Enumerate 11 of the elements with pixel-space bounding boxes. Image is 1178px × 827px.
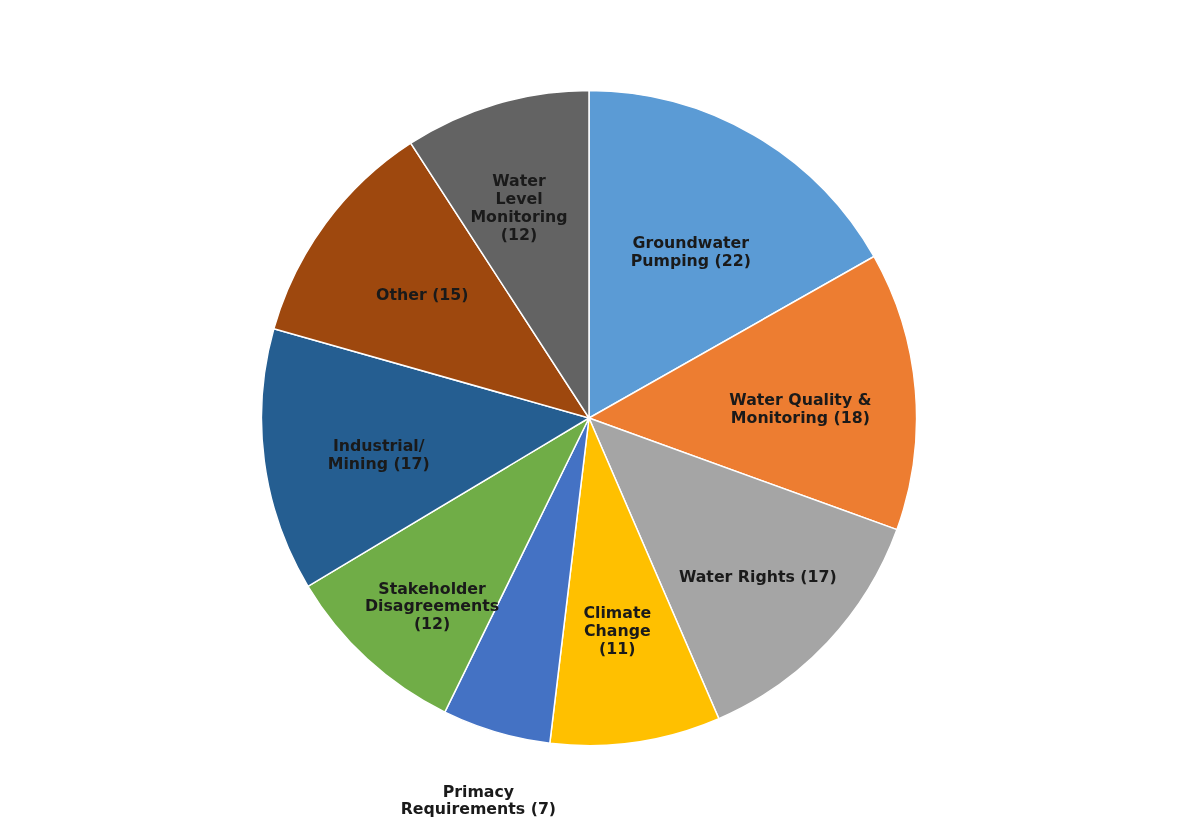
slice-label: Other (15)	[376, 284, 469, 304]
data-label: (11)	[599, 638, 636, 658]
slice-label: Water Rights (17)	[678, 566, 837, 586]
slice-label: Water Level Monitoring	[470, 171, 568, 226]
slice-label: Primacy Requirements (7)	[400, 781, 557, 819]
slice-label: Climate Change	[583, 603, 652, 640]
data-label: (12)	[500, 224, 538, 244]
slice-label: Water Quality & Monitoring (18)	[729, 390, 872, 427]
slice-label: Industrial/ Mining (17)	[327, 435, 430, 473]
slice-label: Groundwater Pumping (22)	[630, 233, 751, 270]
data-label: (12)	[413, 614, 451, 634]
